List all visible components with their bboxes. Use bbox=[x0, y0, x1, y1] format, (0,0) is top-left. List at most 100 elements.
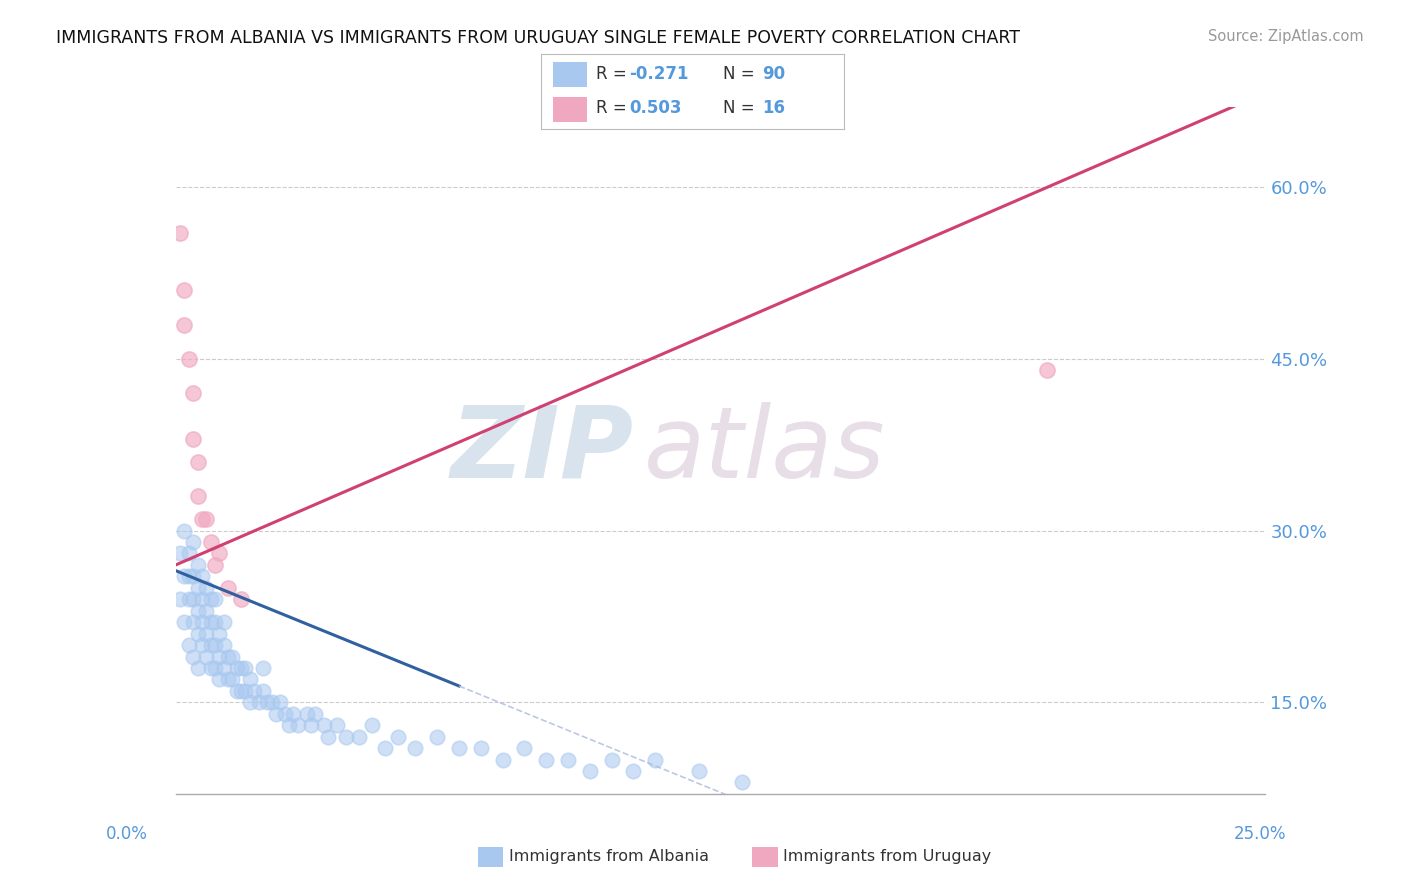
Point bbox=[731, 775, 754, 789]
Point bbox=[177, 546, 200, 561]
Point bbox=[221, 649, 243, 664]
Point bbox=[492, 753, 515, 767]
Point bbox=[186, 558, 209, 572]
Point bbox=[264, 706, 287, 721]
Point bbox=[225, 661, 247, 675]
Point bbox=[186, 661, 209, 675]
Point bbox=[513, 741, 536, 756]
Point bbox=[186, 455, 209, 469]
Text: 25.0%: 25.0% bbox=[1234, 825, 1286, 843]
Point bbox=[191, 569, 214, 583]
Point bbox=[688, 764, 710, 778]
Point bbox=[173, 524, 195, 538]
Point bbox=[191, 592, 214, 607]
Point bbox=[335, 730, 357, 744]
Point bbox=[318, 730, 340, 744]
Point bbox=[181, 649, 204, 664]
Point bbox=[200, 535, 222, 549]
Point bbox=[186, 604, 209, 618]
Text: Source: ZipAtlas.com: Source: ZipAtlas.com bbox=[1208, 29, 1364, 44]
Point bbox=[173, 283, 195, 297]
Point bbox=[387, 730, 409, 744]
Point bbox=[299, 718, 322, 732]
Text: 16: 16 bbox=[762, 100, 785, 118]
Point bbox=[208, 546, 231, 561]
Point bbox=[186, 581, 209, 595]
Point bbox=[644, 753, 666, 767]
Text: atlas: atlas bbox=[644, 402, 886, 499]
Point bbox=[247, 695, 270, 709]
Point bbox=[173, 318, 195, 332]
Point bbox=[208, 649, 231, 664]
Point bbox=[177, 569, 200, 583]
Point bbox=[221, 673, 243, 687]
Point bbox=[374, 741, 396, 756]
Point bbox=[212, 661, 235, 675]
Point bbox=[181, 569, 204, 583]
Point bbox=[204, 592, 226, 607]
Point bbox=[204, 615, 226, 630]
Point bbox=[278, 718, 301, 732]
Point bbox=[231, 661, 253, 675]
Text: N =: N = bbox=[723, 65, 759, 83]
Point bbox=[256, 695, 278, 709]
Point bbox=[217, 673, 239, 687]
Text: IMMIGRANTS FROM ALBANIA VS IMMIGRANTS FROM URUGUAY SINGLE FEMALE POVERTY CORRELA: IMMIGRANTS FROM ALBANIA VS IMMIGRANTS FR… bbox=[56, 29, 1021, 46]
Point bbox=[447, 741, 470, 756]
Point bbox=[195, 512, 218, 526]
Text: N =: N = bbox=[723, 100, 759, 118]
Bar bbox=[554, 96, 586, 122]
Point bbox=[579, 764, 602, 778]
Point bbox=[243, 684, 266, 698]
Point bbox=[212, 615, 235, 630]
Point bbox=[326, 718, 349, 732]
Text: ZIP: ZIP bbox=[450, 402, 633, 499]
Point bbox=[181, 535, 204, 549]
Point bbox=[169, 546, 191, 561]
Point bbox=[204, 638, 226, 652]
Point bbox=[260, 695, 283, 709]
Point bbox=[295, 706, 318, 721]
Point bbox=[181, 432, 204, 446]
Point bbox=[304, 706, 326, 721]
Point bbox=[173, 615, 195, 630]
Point bbox=[186, 626, 209, 640]
Point bbox=[600, 753, 623, 767]
Point bbox=[287, 718, 309, 732]
Point bbox=[312, 718, 335, 732]
Point bbox=[212, 638, 235, 652]
Point bbox=[231, 684, 253, 698]
Point bbox=[169, 592, 191, 607]
Point bbox=[200, 592, 222, 607]
Text: Immigrants from Uruguay: Immigrants from Uruguay bbox=[783, 849, 991, 863]
Point bbox=[470, 741, 492, 756]
Point bbox=[191, 615, 214, 630]
Point bbox=[217, 581, 239, 595]
Point bbox=[360, 718, 382, 732]
Point bbox=[200, 615, 222, 630]
Point bbox=[208, 626, 231, 640]
Point bbox=[200, 661, 222, 675]
Point bbox=[225, 684, 247, 698]
Point bbox=[557, 753, 579, 767]
Point bbox=[235, 661, 257, 675]
Point bbox=[208, 673, 231, 687]
Point bbox=[217, 649, 239, 664]
Point bbox=[239, 695, 262, 709]
Text: R =: R = bbox=[596, 65, 631, 83]
Point bbox=[204, 661, 226, 675]
Point bbox=[283, 706, 305, 721]
Point bbox=[252, 684, 274, 698]
Point bbox=[181, 615, 204, 630]
Point bbox=[534, 753, 557, 767]
Point bbox=[181, 592, 204, 607]
Point bbox=[169, 226, 191, 240]
Point bbox=[177, 638, 200, 652]
Point bbox=[274, 706, 297, 721]
Point bbox=[195, 626, 218, 640]
Point bbox=[200, 638, 222, 652]
Point bbox=[173, 569, 195, 583]
Point bbox=[181, 386, 204, 401]
Point bbox=[621, 764, 644, 778]
Point bbox=[177, 592, 200, 607]
